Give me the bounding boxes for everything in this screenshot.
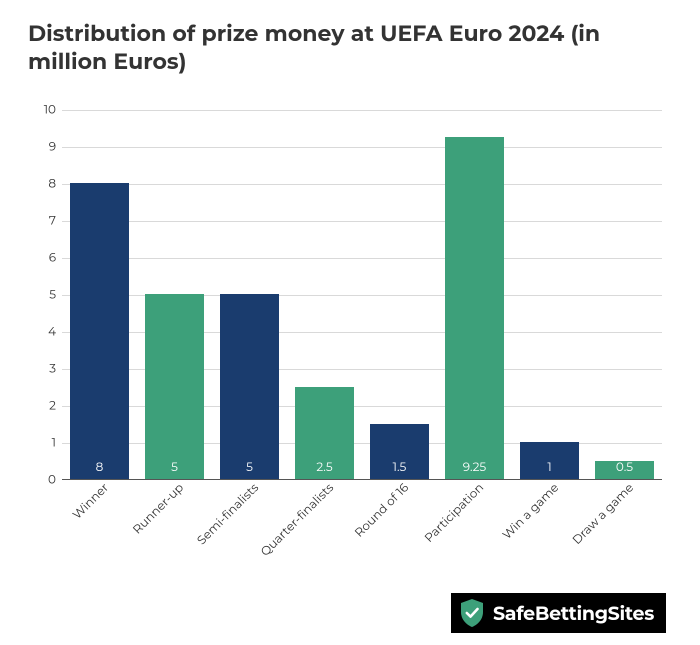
- gridline: [62, 110, 662, 111]
- x-tick-label: Win a game: [499, 480, 561, 542]
- bar: 5: [220, 294, 279, 479]
- bar-value-label: 5: [171, 460, 178, 475]
- gridline: [62, 184, 662, 185]
- bar: 5: [145, 294, 204, 479]
- bar: 1.5: [370, 424, 429, 480]
- bar-value-label: 5: [246, 460, 253, 475]
- y-tick-label: 9: [49, 140, 56, 155]
- bar: 2.5: [295, 387, 354, 480]
- bar-value-label: 1: [547, 460, 551, 475]
- y-tick-label: 10: [44, 103, 56, 118]
- x-tick-label: Round of 16: [351, 480, 411, 540]
- plot-area: 0123456789108Winner5Runner-up5Semi-final…: [62, 110, 662, 480]
- bar-value-label: 2.5: [316, 460, 332, 475]
- bar: 8: [70, 183, 129, 479]
- shield-icon: [459, 598, 485, 628]
- bar-value-label: 1.5: [393, 460, 407, 475]
- y-tick-label: 2: [49, 399, 56, 414]
- bar-value-label: 0.5: [616, 460, 633, 475]
- y-tick-label: 4: [48, 325, 56, 340]
- bar: 0.5: [595, 461, 654, 480]
- x-tick-label: Quarter-finalists: [257, 480, 336, 559]
- x-tick-label: Winner: [69, 480, 111, 522]
- brand-badge: SafeBettingSites: [451, 593, 666, 633]
- gridline: [62, 258, 662, 259]
- bar-value-label: 9.25: [463, 460, 486, 475]
- y-tick-label: 0: [48, 473, 56, 488]
- x-tick-label: Semi-finalists: [194, 480, 262, 548]
- gridline: [62, 221, 662, 222]
- x-tick-label: Draw a game: [569, 480, 636, 547]
- bar: 9.25: [445, 137, 504, 479]
- y-tick-label: 3: [49, 362, 56, 377]
- brand-text: SafeBettingSites: [493, 602, 654, 625]
- bar: 1: [520, 442, 579, 479]
- x-tick-label: Runner-up: [129, 480, 186, 537]
- chart-title: Distribution of prize money at UEFA Euro…: [0, 0, 640, 75]
- gridline: [62, 147, 662, 148]
- x-tick-label: Participation: [421, 480, 486, 545]
- bar-value-label: 8: [96, 460, 104, 475]
- y-tick-label: 5: [49, 288, 56, 303]
- y-tick-label: 1: [52, 436, 56, 451]
- y-tick-label: 8: [48, 177, 56, 192]
- y-tick-label: 7: [49, 214, 56, 229]
- chart-container: 0123456789108Winner5Runner-up5Semi-final…: [28, 110, 668, 565]
- y-tick-label: 6: [49, 251, 56, 266]
